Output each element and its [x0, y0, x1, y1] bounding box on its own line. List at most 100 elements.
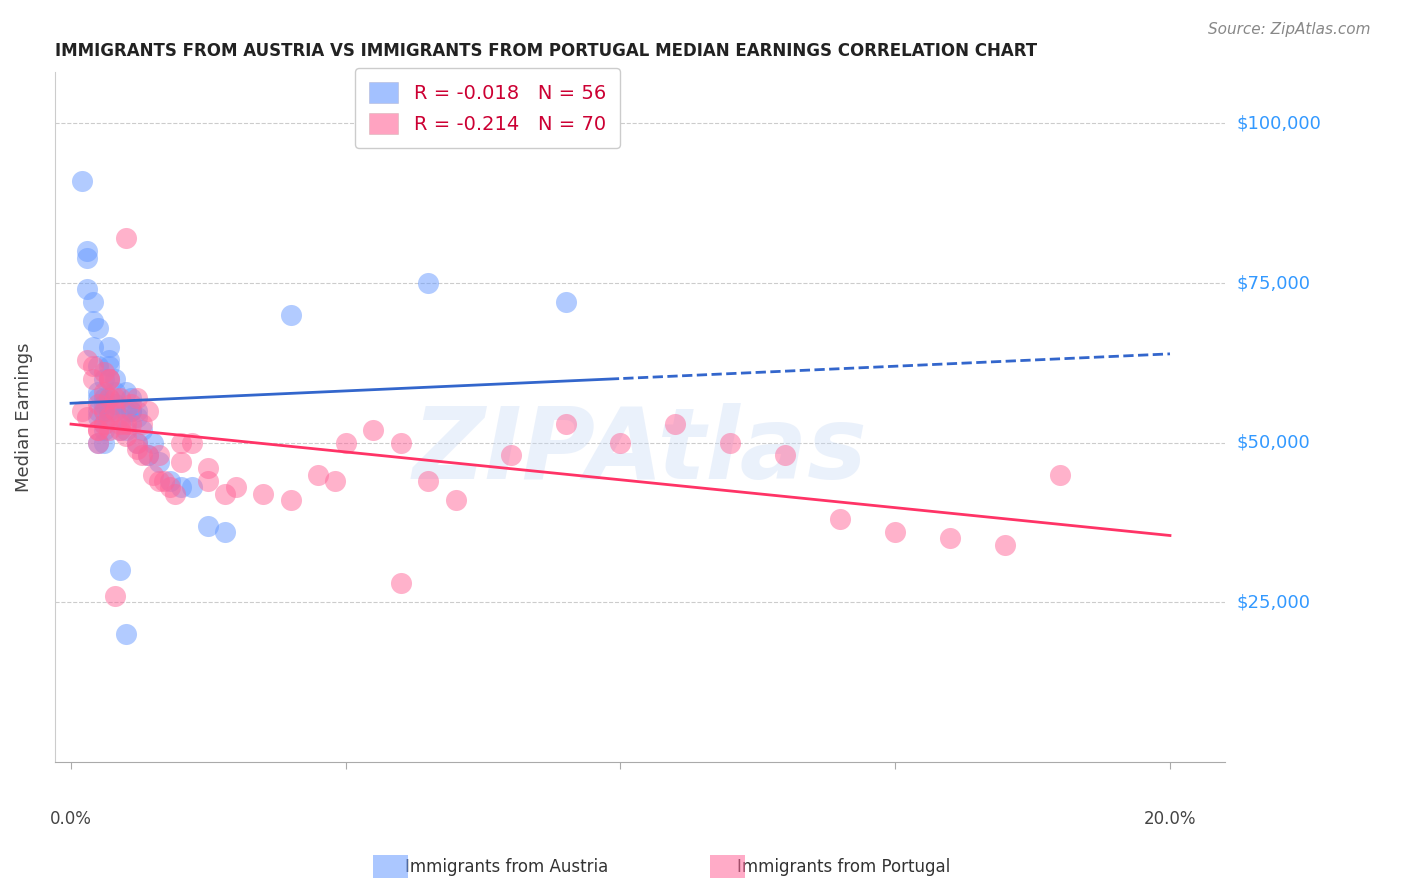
Point — [87, 423, 110, 437]
Point — [115, 429, 138, 443]
Point — [87, 410, 110, 425]
Point — [82, 340, 104, 354]
Point — [225, 480, 247, 494]
Point — [136, 449, 159, 463]
Text: ZIPAtlas: ZIPAtlas — [412, 403, 868, 500]
Point — [110, 410, 132, 425]
Point — [197, 461, 219, 475]
Point — [98, 359, 121, 373]
Point — [120, 391, 142, 405]
Point — [87, 435, 110, 450]
Point — [280, 308, 302, 322]
Point — [87, 384, 110, 399]
Point — [939, 532, 962, 546]
Text: IMMIGRANTS FROM AUSTRIA VS IMMIGRANTS FROM PORTUGAL MEDIAN EARNINGS CORRELATION : IMMIGRANTS FROM AUSTRIA VS IMMIGRANTS FR… — [55, 42, 1036, 60]
Text: Source: ZipAtlas.com: Source: ZipAtlas.com — [1208, 22, 1371, 37]
Point — [98, 410, 121, 425]
Point — [76, 244, 98, 259]
Point — [87, 391, 110, 405]
Point — [136, 449, 159, 463]
Point — [82, 359, 104, 373]
Point — [136, 403, 159, 417]
Point — [115, 231, 138, 245]
Point — [170, 435, 193, 450]
Point — [104, 403, 127, 417]
Text: $100,000: $100,000 — [1237, 114, 1322, 133]
Point — [197, 474, 219, 488]
Point — [444, 493, 467, 508]
Point — [180, 435, 202, 450]
Point — [76, 251, 98, 265]
Point — [115, 417, 138, 431]
Point — [70, 174, 93, 188]
Point — [93, 366, 115, 380]
Point — [131, 423, 153, 437]
Point — [87, 397, 110, 411]
Point — [664, 417, 686, 431]
Point — [180, 480, 202, 494]
Point — [165, 487, 187, 501]
Point — [418, 276, 440, 290]
Point — [335, 435, 357, 450]
Point — [115, 403, 138, 417]
Point — [104, 372, 127, 386]
Point — [159, 480, 181, 494]
Text: $75,000: $75,000 — [1237, 274, 1310, 292]
Point — [76, 410, 98, 425]
Point — [120, 397, 142, 411]
Point — [98, 372, 121, 386]
Point — [98, 340, 121, 354]
Point — [87, 423, 110, 437]
Point — [554, 417, 576, 431]
Point — [98, 372, 121, 386]
Point — [98, 391, 121, 405]
Point — [104, 391, 127, 405]
Point — [115, 423, 138, 437]
Point — [93, 372, 115, 386]
Text: Immigrants from Austria: Immigrants from Austria — [405, 858, 607, 876]
Point — [214, 524, 236, 539]
Point — [609, 435, 631, 450]
Point — [214, 487, 236, 501]
Point — [197, 518, 219, 533]
Point — [323, 474, 346, 488]
Point — [1049, 467, 1071, 482]
Point — [93, 423, 115, 437]
Point — [82, 295, 104, 310]
Point — [125, 403, 148, 417]
Point — [87, 359, 110, 373]
Point — [389, 435, 412, 450]
Text: 0.0%: 0.0% — [51, 810, 91, 828]
Point — [87, 320, 110, 334]
Point — [159, 474, 181, 488]
Point — [307, 467, 329, 482]
Point — [115, 627, 138, 641]
Point — [554, 295, 576, 310]
Point — [131, 449, 153, 463]
Text: 20.0%: 20.0% — [1143, 810, 1197, 828]
Point — [87, 435, 110, 450]
Point — [125, 442, 148, 456]
Point — [87, 403, 110, 417]
Point — [125, 435, 148, 450]
Point — [148, 455, 170, 469]
Point — [82, 372, 104, 386]
Point — [110, 417, 132, 431]
Point — [82, 314, 104, 328]
Point — [120, 417, 142, 431]
Point — [170, 455, 193, 469]
Text: $25,000: $25,000 — [1237, 593, 1310, 611]
Text: $50,000: $50,000 — [1237, 434, 1310, 451]
Point — [104, 384, 127, 399]
Point — [120, 403, 142, 417]
Point — [110, 391, 132, 405]
Point — [148, 449, 170, 463]
Point — [252, 487, 274, 501]
Point — [98, 391, 121, 405]
Point — [98, 372, 121, 386]
Point — [104, 403, 127, 417]
Point — [93, 417, 115, 431]
Point — [142, 435, 165, 450]
Point — [98, 423, 121, 437]
Point — [153, 474, 176, 488]
